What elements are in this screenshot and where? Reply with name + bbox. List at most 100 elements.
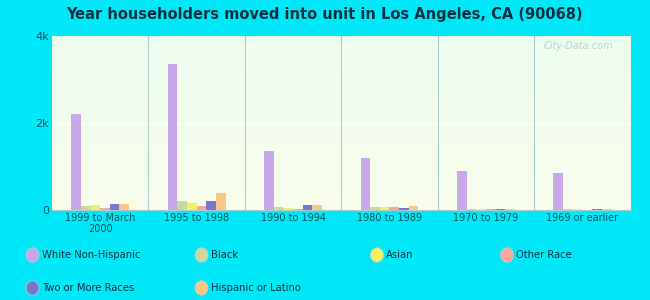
Bar	[52, 187, 630, 188]
Bar	[52, 172, 630, 173]
Bar	[168, 64, 177, 210]
Bar	[52, 189, 630, 190]
Bar	[52, 184, 630, 185]
Bar	[52, 177, 630, 178]
Bar	[52, 93, 630, 94]
Bar	[52, 71, 630, 72]
Bar	[361, 158, 370, 210]
Bar	[52, 118, 630, 119]
Bar	[52, 111, 630, 112]
Bar	[476, 209, 486, 210]
Bar	[52, 176, 630, 177]
Bar	[52, 78, 630, 79]
Bar	[52, 106, 630, 107]
Bar	[52, 43, 630, 44]
Bar	[52, 82, 630, 83]
Bar	[120, 204, 129, 210]
Bar	[592, 209, 602, 210]
Bar	[52, 121, 630, 122]
Bar	[52, 72, 630, 73]
Bar	[52, 40, 630, 41]
Bar	[370, 207, 380, 210]
Bar	[52, 88, 630, 89]
Bar	[216, 194, 226, 210]
Bar	[52, 73, 630, 74]
Bar	[52, 141, 630, 142]
Bar	[52, 150, 630, 151]
Bar	[52, 157, 630, 158]
Bar	[52, 192, 630, 193]
Bar	[52, 69, 630, 70]
Bar	[52, 115, 630, 116]
Bar	[467, 209, 476, 210]
Bar	[52, 188, 630, 189]
Bar	[52, 66, 630, 67]
Bar	[389, 206, 399, 210]
Bar	[601, 209, 611, 210]
Bar	[312, 205, 322, 210]
Bar	[52, 127, 630, 128]
Bar	[380, 207, 389, 210]
Bar	[52, 206, 630, 207]
Bar	[52, 50, 630, 51]
Bar	[52, 207, 630, 208]
Bar	[52, 165, 630, 166]
Bar	[52, 126, 630, 127]
Bar	[52, 61, 630, 62]
Bar	[283, 208, 293, 210]
Text: Other Race: Other Race	[516, 250, 572, 260]
Text: Hispanic or Latino: Hispanic or Latino	[211, 283, 300, 293]
Bar	[52, 173, 630, 174]
Bar	[52, 204, 630, 205]
Bar	[52, 75, 630, 76]
Bar	[52, 149, 630, 150]
Bar	[52, 112, 630, 113]
Bar	[52, 182, 630, 183]
Bar	[52, 138, 630, 139]
Bar	[52, 205, 630, 206]
Bar	[52, 91, 630, 92]
Bar	[52, 183, 630, 184]
Bar	[573, 209, 582, 210]
Bar	[52, 70, 630, 71]
Bar	[52, 197, 630, 198]
Bar	[486, 209, 495, 210]
Bar	[274, 206, 283, 210]
Bar	[52, 80, 630, 81]
Bar	[52, 101, 630, 102]
Bar	[52, 46, 630, 47]
Bar	[52, 163, 630, 164]
Bar	[52, 58, 630, 59]
Bar	[52, 167, 630, 168]
Bar	[52, 203, 630, 204]
Bar	[52, 140, 630, 141]
Bar	[52, 84, 630, 85]
Bar	[52, 123, 630, 124]
Bar	[52, 42, 630, 43]
Bar	[52, 144, 630, 145]
Bar	[52, 108, 630, 109]
Bar	[52, 77, 630, 78]
Bar	[52, 104, 630, 105]
Bar	[52, 87, 630, 88]
Bar	[52, 178, 630, 179]
Bar	[52, 98, 630, 99]
Bar	[52, 196, 630, 197]
Bar	[196, 206, 206, 210]
Bar	[52, 125, 630, 126]
Bar	[52, 170, 630, 171]
Bar	[52, 44, 630, 45]
Bar	[52, 190, 630, 191]
Bar	[52, 180, 630, 181]
Bar	[52, 90, 630, 91]
Bar	[563, 209, 573, 210]
Bar	[52, 181, 630, 182]
Bar	[52, 85, 630, 86]
Bar	[52, 164, 630, 165]
Bar	[264, 151, 274, 210]
Bar	[52, 57, 630, 58]
Bar	[52, 99, 630, 100]
Bar	[52, 124, 630, 125]
Bar	[52, 143, 630, 144]
Bar	[52, 160, 630, 161]
